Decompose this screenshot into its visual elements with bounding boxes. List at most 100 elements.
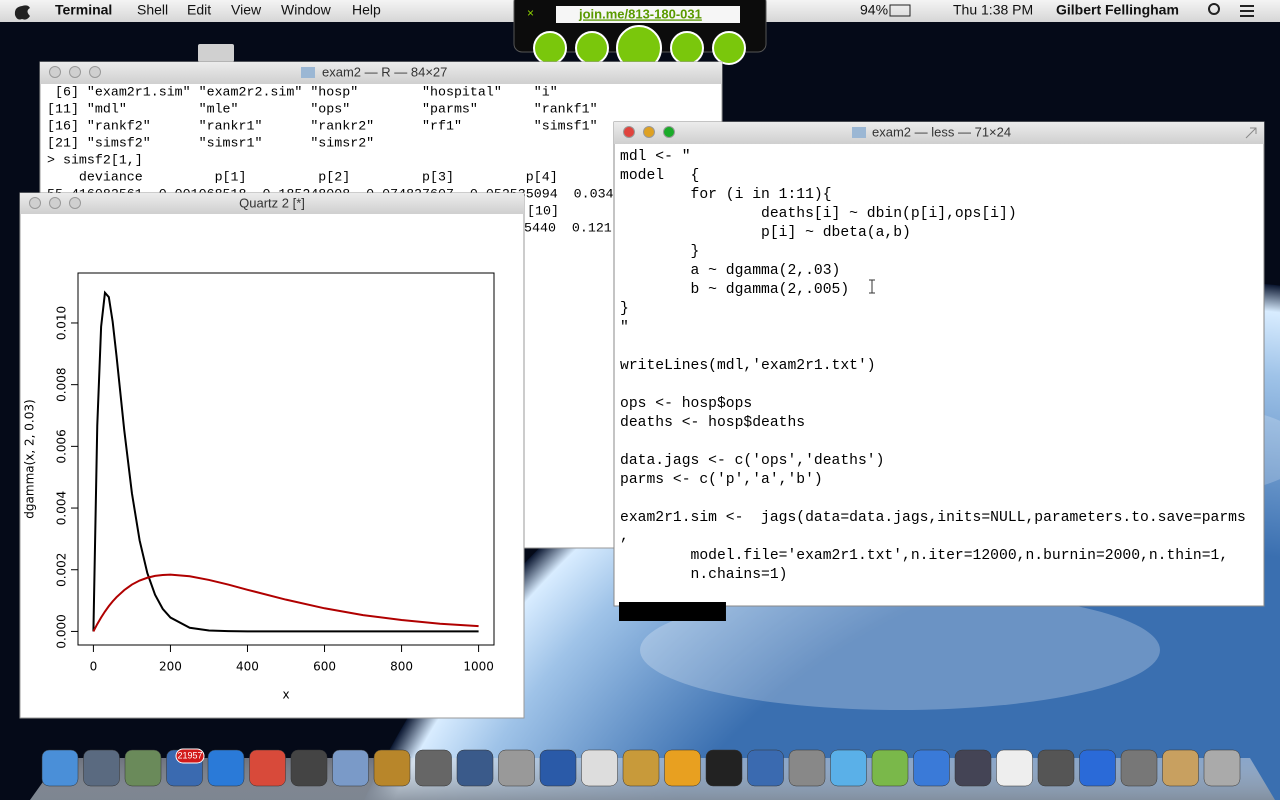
user-name[interactable]: Gilbert Fellingham [1056, 2, 1179, 18]
x-tick-label: 200 [159, 660, 182, 674]
dock-icon[interactable] [705, 749, 743, 787]
joinme-button[interactable] [670, 31, 704, 65]
console-line: > simsf2[1,] [47, 153, 143, 168]
dock-icon[interactable] [415, 749, 452, 787]
dock-icon[interactable] [1079, 749, 1116, 787]
dock-icon[interactable] [664, 749, 701, 787]
dock-icon[interactable] [1203, 749, 1241, 787]
console-line: deviance p[1] p[2] p[3] p[4] [47, 170, 558, 185]
x-axis-label: x [282, 688, 289, 702]
dock-icon[interactable] [996, 749, 1033, 787]
x-tick-label: 800 [390, 660, 413, 674]
console-line: [6] "exam2r1.sim" "exam2r2.sim" "hosp" "… [47, 85, 558, 100]
window-button[interactable] [49, 197, 61, 209]
window-button[interactable] [643, 126, 655, 138]
dock-icon[interactable] [373, 749, 411, 787]
window-title: Quartz 2 [*] [239, 195, 305, 210]
joinme-url[interactable]: join.me/813-180-031 [578, 6, 702, 21]
window-frame [613, 121, 1265, 607]
dock-icon[interactable] [290, 749, 328, 787]
menu-item[interactable]: Help [352, 2, 381, 18]
window-button[interactable] [29, 197, 41, 209]
dock-icon[interactable] [41, 749, 79, 787]
menu-item[interactable]: Window [281, 2, 332, 18]
spotlight[interactable] [1208, 3, 1220, 15]
ibeam-cursor [869, 279, 875, 294]
y-tick-label: 0.004 [55, 491, 69, 525]
code-line: } [620, 244, 699, 260]
app-menu[interactable]: Terminal [55, 2, 112, 18]
title-bar [20, 193, 524, 214]
dock-icon[interactable] [1037, 749, 1075, 787]
joinme-close[interactable]: × [527, 6, 534, 20]
dock-icon[interactable] [539, 749, 577, 787]
resize-icon [1245, 127, 1257, 139]
x-tick-label: 1000 [463, 660, 494, 674]
title-bar [614, 122, 1264, 144]
menu-item[interactable]: Edit [187, 2, 211, 18]
plot-box [77, 272, 495, 646]
drive-icon[interactable] [198, 44, 234, 62]
clock[interactable]: Thu 1:38 PM [953, 2, 1033, 18]
y-tick-label: 0.008 [55, 367, 69, 401]
apple-menu[interactable] [14, 5, 30, 20]
code-line: exam2r1.sim <- jags(data=data.jags,inits… [620, 510, 1246, 526]
dock-icon[interactable] [456, 749, 494, 787]
menu-item[interactable]: View [231, 2, 262, 18]
window-button[interactable] [69, 66, 81, 78]
dock-icon[interactable] [913, 749, 950, 787]
joinme-button[interactable] [533, 31, 567, 65]
window-frame [19, 192, 525, 719]
x-tick-label: 400 [236, 660, 259, 674]
notifications[interactable] [1240, 5, 1254, 17]
x-tick-label: 0 [90, 660, 98, 674]
clouds [640, 590, 1160, 710]
dock-icon[interactable] [83, 749, 120, 787]
dock-icon[interactable] [830, 749, 867, 787]
console-line: [21] "simsf2" "simsr1" "simsr2" [47, 136, 374, 151]
data-line [92, 573, 479, 632]
dock-icon[interactable] [622, 749, 660, 787]
dock-badge-bg [175, 748, 205, 764]
less-prompt[interactable]: exam2r1.jag [620, 605, 717, 621]
window-button[interactable] [623, 126, 635, 138]
dock-icon[interactable] [954, 749, 992, 787]
dock-icon[interactable] [249, 749, 286, 787]
dock-badge: 21957 [177, 750, 202, 760]
dock-icon[interactable] [124, 749, 162, 787]
code-line: ops <- hosp$ops [620, 396, 752, 412]
code-line: , [620, 529, 629, 545]
code-line: } [620, 301, 629, 317]
joinme-button[interactable] [575, 31, 609, 65]
code-line: b ~ dgamma(2,.005) [620, 282, 849, 298]
window-button[interactable] [663, 126, 675, 138]
menu-item[interactable]: Shell [137, 2, 168, 18]
code-line: parms <- c('p','a','b') [620, 472, 823, 488]
window-button[interactable] [69, 197, 81, 209]
window-button[interactable] [49, 66, 61, 78]
dock-icon[interactable] [1120, 749, 1158, 787]
quartz-window: Quartz 2 [*] 0 200 400 600 800 1000 0.000 0.002… [19, 192, 525, 719]
dock-icon[interactable] [581, 749, 618, 787]
window-title: exam2 — less — 71×24 [872, 124, 1011, 139]
joinme-button[interactable] [712, 31, 746, 65]
dock-icon[interactable] [1162, 749, 1199, 787]
battery-icon[interactable] [889, 4, 911, 17]
dock-icon[interactable] [871, 749, 909, 787]
dock-icon[interactable] [498, 749, 535, 787]
folder-icon [852, 127, 866, 138]
window-button[interactable] [89, 66, 101, 78]
code-line: " [620, 320, 629, 336]
folder-icon [301, 67, 315, 78]
prompt-highlight [619, 602, 726, 621]
dock-icon[interactable] [207, 749, 245, 787]
console-fragment: 5440 0.121 [524, 221, 612, 236]
y-axis-label: dgamma(x, 2, 0.03) [23, 399, 37, 518]
code-line: for (i in 1:11){ [620, 187, 832, 203]
code-line: deaths <- hosp$deaths [620, 415, 805, 431]
dock-icon[interactable] [332, 749, 369, 787]
battery-percent[interactable]: 94% [860, 2, 888, 18]
dock-icon[interactable] [747, 749, 784, 787]
dock-icon[interactable] [788, 749, 826, 787]
window-title: exam2 — R — 84×27 [322, 64, 447, 79]
